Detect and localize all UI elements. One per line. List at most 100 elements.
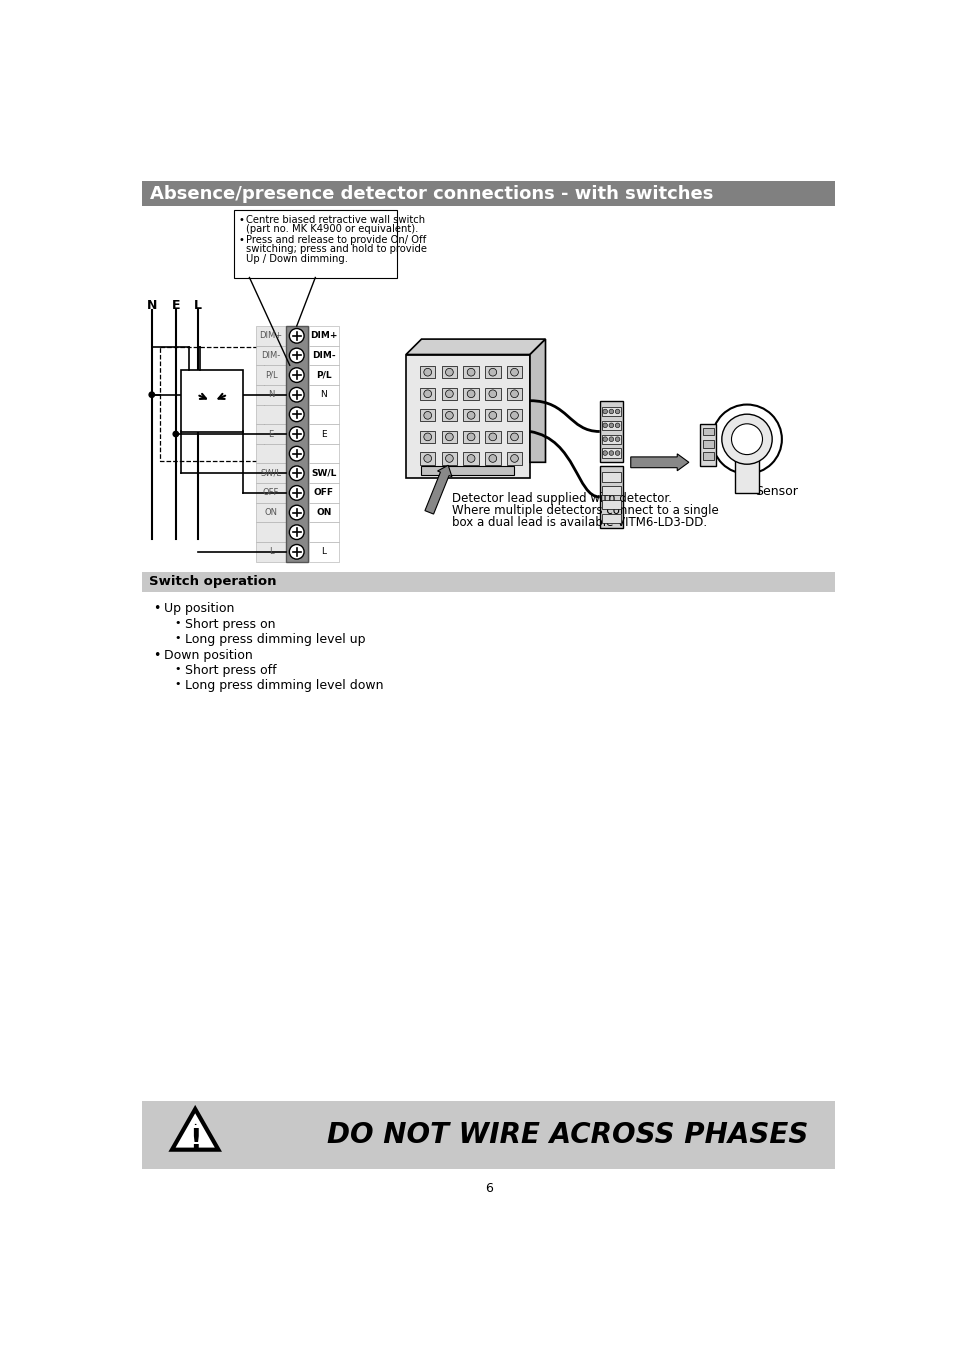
Bar: [700, 424, 716, 466]
Text: Up / Down dimming.: Up / Down dimming.: [246, 254, 348, 263]
Text: DIM-: DIM-: [312, 351, 335, 360]
Text: E: E: [321, 429, 326, 439]
Circle shape: [289, 427, 304, 441]
Bar: [256, 541, 286, 562]
Text: •: •: [238, 235, 244, 246]
Text: DIM+: DIM+: [259, 331, 282, 340]
Circle shape: [488, 412, 497, 420]
Bar: [309, 483, 338, 502]
Bar: [506, 409, 521, 421]
Text: N: N: [147, 300, 157, 312]
Circle shape: [289, 328, 304, 343]
Text: Down position: Down position: [164, 648, 253, 662]
Text: E: E: [172, 300, 180, 312]
Circle shape: [608, 437, 613, 441]
Text: Long press dimming level down: Long press dimming level down: [185, 679, 383, 693]
Bar: [702, 440, 713, 448]
Bar: [256, 346, 286, 366]
Bar: [309, 366, 338, 385]
Text: Switch operation: Switch operation: [149, 575, 276, 589]
Circle shape: [289, 486, 304, 501]
Circle shape: [289, 367, 304, 382]
Bar: [286, 325, 307, 562]
Bar: [441, 409, 456, 421]
Bar: [159, 347, 264, 460]
Bar: [406, 355, 530, 478]
Circle shape: [289, 447, 304, 460]
Bar: [256, 463, 286, 483]
Bar: [256, 366, 286, 385]
Circle shape: [445, 369, 453, 377]
Bar: [506, 387, 521, 400]
Bar: [484, 366, 500, 378]
Text: Where multiple detectors connect to a single: Where multiple detectors connect to a si…: [452, 504, 719, 517]
Text: 6: 6: [484, 1183, 493, 1195]
Text: Short press off: Short press off: [185, 664, 276, 678]
Bar: [309, 325, 338, 346]
Bar: [309, 463, 338, 483]
FancyArrow shape: [630, 454, 688, 471]
Text: DO NOT WIRE ACROSS PHASES: DO NOT WIRE ACROSS PHASES: [327, 1122, 808, 1149]
Bar: [506, 431, 521, 443]
Text: ON: ON: [264, 508, 277, 517]
Circle shape: [423, 433, 431, 440]
Bar: [463, 387, 478, 400]
Text: DIM+: DIM+: [310, 331, 337, 340]
Circle shape: [289, 505, 304, 520]
Circle shape: [608, 423, 613, 428]
Bar: [256, 483, 286, 502]
Text: OFF: OFF: [314, 489, 334, 497]
Text: .: .: [193, 1118, 196, 1127]
Polygon shape: [530, 339, 545, 462]
Bar: [309, 444, 338, 463]
Circle shape: [467, 455, 475, 462]
Circle shape: [423, 369, 431, 377]
Bar: [484, 409, 500, 421]
Bar: [181, 370, 243, 432]
FancyArrow shape: [424, 466, 452, 514]
Bar: [421, 466, 514, 475]
Text: •: •: [238, 215, 244, 225]
Bar: [256, 522, 286, 541]
Circle shape: [289, 408, 304, 421]
Circle shape: [467, 433, 475, 440]
Circle shape: [423, 390, 431, 398]
Bar: [506, 366, 521, 378]
Bar: [309, 424, 338, 444]
Bar: [601, 500, 620, 509]
Circle shape: [289, 348, 304, 363]
Text: SW/L: SW/L: [260, 468, 281, 478]
Text: P/L: P/L: [315, 371, 332, 379]
Bar: [256, 444, 286, 463]
Bar: [142, 181, 835, 207]
Bar: [463, 366, 478, 378]
Polygon shape: [406, 339, 545, 355]
Text: Press and release to provide On/ Off: Press and release to provide On/ Off: [246, 235, 426, 246]
Text: •: •: [174, 679, 180, 690]
Circle shape: [467, 390, 475, 398]
Circle shape: [423, 412, 431, 420]
Bar: [309, 385, 338, 405]
Circle shape: [445, 412, 453, 420]
Bar: [601, 472, 620, 482]
Bar: [309, 502, 338, 522]
Text: •: •: [153, 648, 160, 662]
Text: Centre biased retractive wall switch: Centre biased retractive wall switch: [246, 215, 425, 225]
Bar: [484, 452, 500, 464]
Text: Long press dimming level up: Long press dimming level up: [185, 633, 365, 647]
Circle shape: [488, 433, 497, 440]
Circle shape: [615, 451, 619, 455]
Bar: [484, 387, 500, 400]
Bar: [419, 366, 435, 378]
Circle shape: [445, 433, 453, 440]
Circle shape: [488, 369, 497, 377]
Circle shape: [289, 466, 304, 481]
Circle shape: [510, 412, 517, 420]
Text: N: N: [268, 390, 274, 400]
Bar: [256, 424, 286, 444]
Bar: [484, 431, 500, 443]
Bar: [506, 452, 521, 464]
Bar: [256, 385, 286, 405]
Bar: [309, 522, 338, 541]
Bar: [702, 428, 713, 435]
